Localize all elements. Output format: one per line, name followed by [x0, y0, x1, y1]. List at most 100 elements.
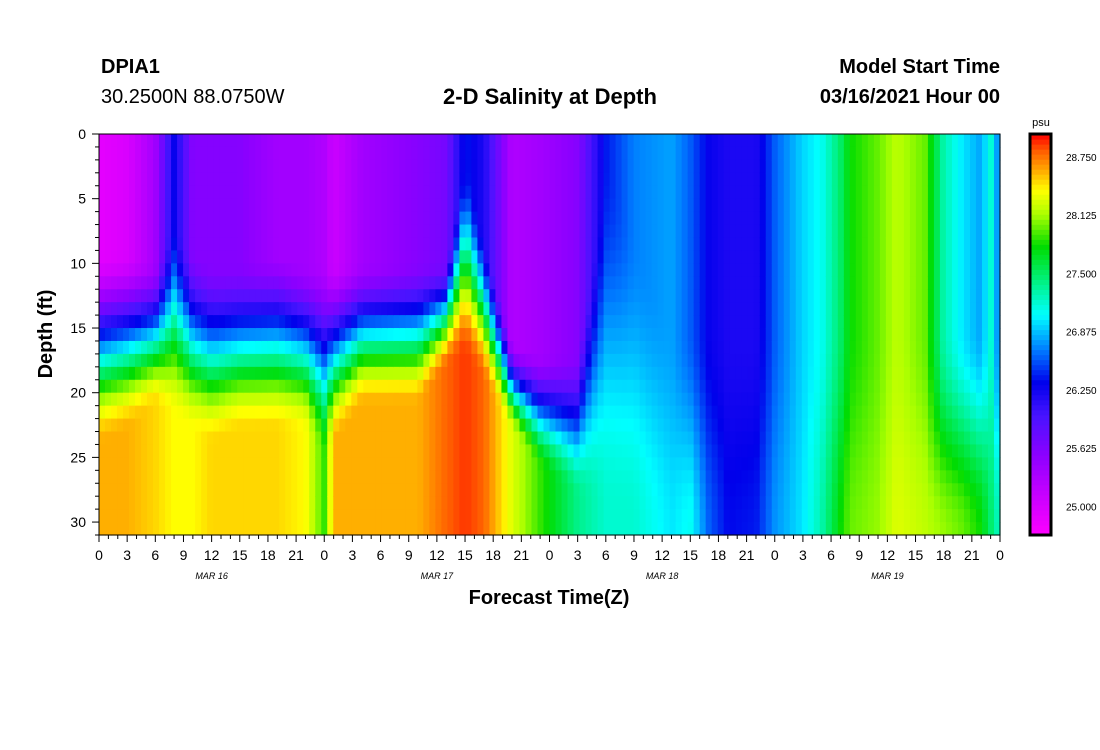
heatmap-cell: [111, 224, 118, 239]
heatmap-cell: [285, 289, 292, 303]
heatmap-cell: [381, 509, 388, 523]
heatmap-cell: [831, 198, 839, 213]
heatmap-cell: [453, 315, 460, 329]
heatmap-cell: [261, 159, 268, 174]
heatmap-cell: [615, 302, 623, 316]
heatmap-cell: [711, 340, 719, 355]
heatmap-cell: [273, 146, 280, 161]
heatmap-cell: [813, 315, 821, 329]
heatmap-cell: [987, 172, 995, 187]
heatmap-cell: [621, 302, 629, 316]
heatmap-cell: [603, 263, 611, 277]
heatmap-cell: [411, 444, 418, 458]
heatmap-cell: [195, 392, 202, 407]
heatmap-cell: [939, 263, 947, 277]
colorbar-segment: [1030, 274, 1051, 280]
heatmap-cell: [891, 392, 899, 407]
heatmap-cell: [219, 379, 226, 394]
heatmap-cell: [951, 340, 959, 355]
heatmap-cell: [597, 315, 605, 329]
heatmap-cell: [303, 185, 310, 200]
heatmap-cell: [957, 379, 965, 394]
heatmap-cell: [765, 353, 773, 368]
heatmap-cell: [843, 379, 851, 394]
heatmap-cell: [993, 289, 1001, 303]
heatmap-cell: [531, 418, 539, 433]
heatmap-cell: [171, 185, 178, 200]
heatmap-cell: [459, 263, 467, 277]
x-tick-label: 3: [123, 547, 131, 563]
heatmap-cell: [885, 522, 893, 536]
heatmap-cell: [429, 509, 436, 523]
heatmap-cell: [681, 340, 689, 355]
heatmap-cell: [705, 146, 713, 161]
heatmap-cell: [591, 250, 599, 264]
heatmap-cell: [933, 185, 941, 200]
heatmap-cell: [753, 444, 761, 458]
heatmap-cell: [621, 340, 629, 355]
heatmap-cell: [987, 250, 995, 264]
heatmap-cell: [789, 146, 797, 161]
heatmap-cell: [153, 185, 160, 200]
heatmap-cell: [561, 483, 569, 497]
heatmap-cell: [807, 198, 815, 213]
heatmap-cell: [693, 405, 701, 420]
heatmap-cell: [675, 224, 683, 239]
heatmap-cell: [879, 457, 887, 471]
heatmap-cell: [141, 211, 148, 226]
heatmap-cell: [375, 470, 382, 484]
colorbar-segment: [1030, 404, 1051, 411]
colorbar-segment: [1030, 269, 1051, 275]
heatmap-cell: [393, 405, 400, 420]
heatmap-cell: [849, 146, 857, 161]
heatmap-cell: [195, 496, 202, 510]
heatmap-cell: [429, 340, 436, 355]
heatmap-cell: [183, 211, 190, 226]
heatmap-cell: [615, 483, 623, 497]
heatmap-cell: [915, 366, 923, 381]
heatmap-cell: [405, 302, 412, 316]
heatmap-cell: [495, 379, 503, 394]
heatmap-cell: [315, 496, 322, 510]
heatmap-cell: [723, 159, 731, 174]
heatmap-cell: [711, 418, 719, 433]
heatmap-cell: [987, 224, 995, 239]
heatmap-cell: [585, 315, 593, 329]
heatmap-cell: [705, 276, 713, 290]
heatmap-cell: [657, 211, 665, 226]
heatmap-cell: [423, 250, 430, 264]
heatmap-cell: [171, 289, 178, 303]
heatmap-cell: [363, 522, 370, 536]
heatmap-cell: [933, 315, 941, 329]
heatmap-cell: [471, 237, 479, 252]
heatmap-cell: [861, 146, 869, 161]
heatmap-cell: [405, 185, 412, 200]
heatmap-cell: [861, 302, 869, 316]
heatmap-cell: [729, 315, 737, 329]
colorbar-segment: [1030, 529, 1051, 536]
heatmap-cell: [933, 250, 941, 264]
heatmap-cell: [963, 470, 971, 484]
heatmap-cell: [837, 418, 845, 433]
heatmap-cell: [891, 418, 899, 433]
heatmap-cell: [549, 431, 557, 446]
heatmap-cell: [339, 198, 346, 213]
heatmap-cell: [747, 134, 755, 148]
heatmap-cell: [447, 328, 454, 342]
heatmap-cell: [873, 224, 881, 239]
heatmap-cell: [303, 353, 310, 368]
heatmap-cell: [633, 496, 641, 510]
heatmap-cell: [801, 353, 809, 368]
heatmap-cell: [477, 509, 485, 523]
heatmap-cell: [969, 328, 977, 342]
heatmap-cell: [759, 211, 767, 226]
heatmap-cell: [273, 134, 280, 148]
heatmap-cell: [393, 328, 400, 342]
heatmap-cell: [201, 211, 208, 226]
heatmap-cell: [513, 315, 521, 329]
heatmap-cell: [765, 159, 773, 174]
heatmap-cell: [285, 353, 292, 368]
heatmap-cell: [885, 302, 893, 316]
heatmap-cell: [897, 302, 905, 316]
heatmap-cell: [837, 470, 845, 484]
